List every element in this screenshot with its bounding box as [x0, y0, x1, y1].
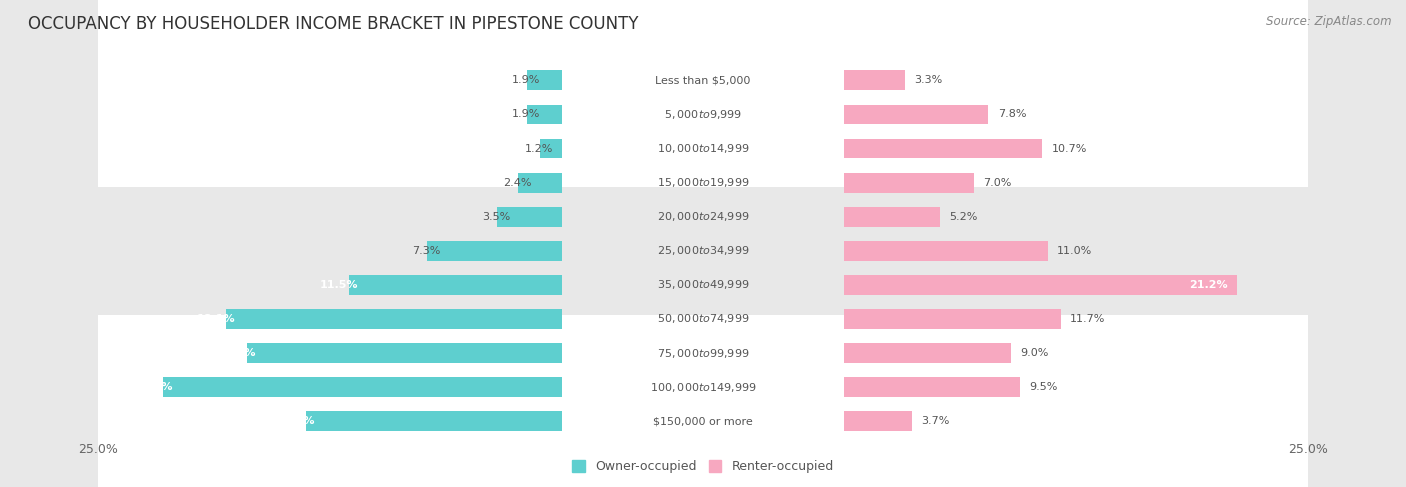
Text: 9.5%: 9.5% [1029, 382, 1057, 392]
Text: Source: ZipAtlas.com: Source: ZipAtlas.com [1267, 15, 1392, 28]
Text: 5.2%: 5.2% [949, 212, 977, 222]
Text: 3.3%: 3.3% [914, 75, 942, 85]
Bar [427, 241, 562, 261]
Bar [517, 173, 562, 192]
Bar [226, 309, 562, 329]
Bar [844, 139, 1042, 158]
Text: $15,000 to $19,999: $15,000 to $19,999 [657, 176, 749, 189]
FancyBboxPatch shape [562, 0, 844, 187]
Text: $100,000 to $149,999: $100,000 to $149,999 [650, 381, 756, 393]
Bar [540, 139, 562, 158]
Text: 7.0%: 7.0% [983, 178, 1011, 187]
Bar [349, 275, 562, 295]
FancyBboxPatch shape [98, 315, 562, 487]
Text: 21.2%: 21.2% [1189, 280, 1227, 290]
Text: OCCUPANCY BY HOUSEHOLDER INCOME BRACKET IN PIPESTONE COUNTY: OCCUPANCY BY HOUSEHOLDER INCOME BRACKET … [28, 15, 638, 33]
Text: 7.8%: 7.8% [998, 110, 1026, 119]
Text: 18.1%: 18.1% [197, 314, 236, 324]
Text: 2.4%: 2.4% [503, 178, 531, 187]
Bar [163, 377, 562, 397]
Text: 1.9%: 1.9% [512, 75, 541, 85]
Text: 11.0%: 11.0% [1057, 246, 1092, 256]
Bar [844, 173, 973, 192]
Text: 13.8%: 13.8% [277, 416, 315, 426]
Bar [844, 275, 1237, 295]
Text: $10,000 to $14,999: $10,000 to $14,999 [657, 142, 749, 155]
FancyBboxPatch shape [844, 315, 1308, 487]
Text: 9.0%: 9.0% [1019, 348, 1049, 358]
Text: 7.3%: 7.3% [412, 246, 440, 256]
Bar [844, 207, 941, 226]
Bar [844, 412, 912, 431]
Bar [844, 377, 1019, 397]
Text: $20,000 to $24,999: $20,000 to $24,999 [657, 210, 749, 223]
Bar [844, 241, 1047, 261]
Text: 11.5%: 11.5% [319, 280, 359, 290]
FancyBboxPatch shape [562, 315, 844, 487]
Text: 1.2%: 1.2% [526, 144, 554, 153]
Legend: Owner-occupied, Renter-occupied: Owner-occupied, Renter-occupied [568, 455, 838, 478]
Text: 17.0%: 17.0% [218, 348, 256, 358]
Text: $25,000 to $34,999: $25,000 to $34,999 [657, 244, 749, 257]
Text: 3.5%: 3.5% [482, 212, 510, 222]
Bar [844, 309, 1060, 329]
Text: 1.9%: 1.9% [512, 110, 541, 119]
Text: 21.5%: 21.5% [134, 382, 173, 392]
Bar [307, 412, 562, 431]
FancyBboxPatch shape [98, 0, 562, 187]
Bar [247, 343, 562, 363]
Bar [844, 105, 988, 124]
Text: 11.7%: 11.7% [1070, 314, 1105, 324]
Text: $50,000 to $74,999: $50,000 to $74,999 [657, 313, 749, 325]
Bar [527, 71, 562, 90]
Text: $75,000 to $99,999: $75,000 to $99,999 [657, 347, 749, 359]
Text: $5,000 to $9,999: $5,000 to $9,999 [664, 108, 742, 121]
Bar [844, 343, 1011, 363]
Text: $35,000 to $49,999: $35,000 to $49,999 [657, 279, 749, 291]
Text: 10.7%: 10.7% [1052, 144, 1087, 153]
FancyBboxPatch shape [844, 0, 1308, 187]
Text: $150,000 or more: $150,000 or more [654, 416, 752, 426]
Bar [498, 207, 562, 226]
Bar [527, 105, 562, 124]
Text: 3.7%: 3.7% [921, 416, 950, 426]
Bar [844, 71, 905, 90]
Text: Less than $5,000: Less than $5,000 [655, 75, 751, 85]
